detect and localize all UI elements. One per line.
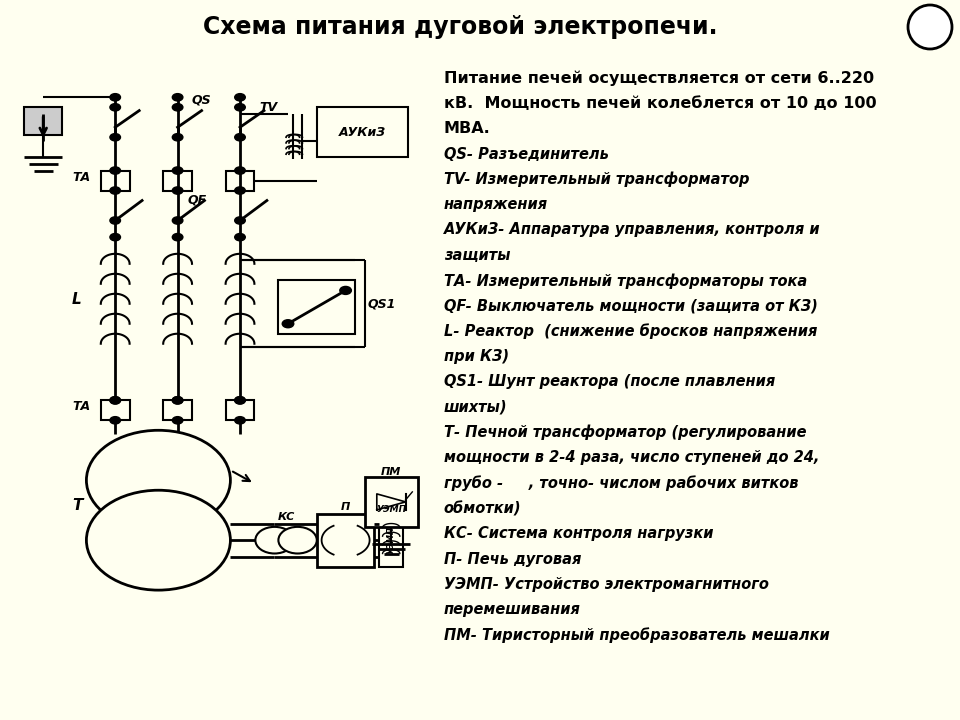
Circle shape bbox=[109, 104, 121, 111]
Text: Т: Т bbox=[72, 498, 83, 513]
Circle shape bbox=[234, 397, 246, 404]
Text: грубо -     , точно- числом рабочих витков: грубо - , точно- числом рабочих витков bbox=[444, 476, 799, 491]
Circle shape bbox=[234, 217, 246, 224]
Bar bbox=[317, 107, 408, 157]
Text: Питание печей осуществляется от сети 6..220: Питание печей осуществляется от сети 6..… bbox=[444, 71, 874, 86]
Circle shape bbox=[109, 217, 121, 224]
Circle shape bbox=[173, 167, 182, 174]
Text: L: L bbox=[72, 292, 82, 307]
Circle shape bbox=[340, 287, 351, 294]
Text: QF: QF bbox=[187, 194, 206, 207]
Text: мощности в 2-4 раза, число ступеней до 24,: мощности в 2-4 раза, число ступеней до 2… bbox=[444, 450, 819, 465]
Text: напряжения: напряжения bbox=[444, 197, 548, 212]
Circle shape bbox=[173, 134, 182, 141]
Circle shape bbox=[109, 94, 121, 101]
Text: обмотки): обмотки) bbox=[444, 501, 521, 516]
Text: ТА: ТА bbox=[72, 400, 90, 413]
Circle shape bbox=[86, 490, 230, 590]
Bar bbox=[365, 477, 418, 527]
Text: УЭМП: УЭМП bbox=[387, 526, 396, 554]
Text: QS1: QS1 bbox=[368, 297, 396, 310]
Text: ТА: ТА bbox=[72, 171, 90, 184]
Text: при КЗ): при КЗ) bbox=[444, 349, 509, 364]
Circle shape bbox=[255, 527, 294, 554]
Text: перемешивания: перемешивания bbox=[444, 602, 581, 617]
Bar bbox=[226, 171, 254, 191]
Circle shape bbox=[173, 233, 182, 240]
Text: ПМ- Тиристорный преобразователь мешалки: ПМ- Тиристорный преобразователь мешалки bbox=[444, 627, 829, 643]
Circle shape bbox=[234, 417, 246, 424]
Text: TV: TV bbox=[259, 101, 277, 114]
Circle shape bbox=[109, 233, 121, 240]
Bar bbox=[278, 280, 355, 333]
Circle shape bbox=[109, 187, 121, 194]
Text: L- Реактор  (снижение бросков напряжения: L- Реактор (снижение бросков напряжения bbox=[444, 324, 817, 339]
Circle shape bbox=[173, 397, 182, 404]
Text: Т- Печной трансформатор (регулирование: Т- Печной трансформатор (регулирование bbox=[444, 425, 806, 441]
Text: шихты): шихты) bbox=[444, 400, 508, 415]
Bar bbox=[101, 400, 130, 420]
Circle shape bbox=[234, 94, 246, 101]
Text: защиты: защиты bbox=[444, 248, 511, 263]
Circle shape bbox=[109, 397, 121, 404]
Bar bbox=[163, 171, 192, 191]
Circle shape bbox=[173, 217, 182, 224]
Circle shape bbox=[173, 187, 182, 194]
Text: УЭМП: УЭМП bbox=[376, 505, 406, 513]
Bar bbox=[101, 171, 130, 191]
Bar bbox=[379, 513, 403, 567]
Circle shape bbox=[234, 187, 246, 194]
Bar bbox=[24, 107, 62, 135]
Text: ПМ: ПМ bbox=[381, 467, 401, 477]
Circle shape bbox=[109, 134, 121, 141]
Circle shape bbox=[109, 417, 121, 424]
Text: УЭМП- Устройство электромагнитного: УЭМП- Устройство электромагнитного bbox=[444, 577, 769, 592]
Circle shape bbox=[908, 5, 952, 49]
Circle shape bbox=[109, 167, 121, 174]
Bar bbox=[317, 513, 374, 567]
Circle shape bbox=[109, 397, 121, 404]
Circle shape bbox=[282, 320, 294, 328]
Text: ТА- Измерительный трансформаторы тока: ТА- Измерительный трансформаторы тока bbox=[444, 273, 807, 289]
Circle shape bbox=[234, 104, 246, 111]
Text: TV- Измерительный трансформатор: TV- Измерительный трансформатор bbox=[444, 172, 750, 187]
Circle shape bbox=[173, 104, 182, 111]
Circle shape bbox=[234, 167, 246, 174]
Text: МВА.: МВА. bbox=[444, 121, 491, 136]
Circle shape bbox=[173, 397, 182, 404]
Circle shape bbox=[173, 417, 182, 424]
Circle shape bbox=[234, 233, 246, 240]
Bar bbox=[163, 400, 192, 420]
Text: КС- Система контроля нагрузки: КС- Система контроля нагрузки bbox=[444, 526, 713, 541]
Text: QS- Разъединитель: QS- Разъединитель bbox=[444, 147, 609, 161]
Text: КС: КС bbox=[277, 512, 295, 522]
Text: АУКиЗ- Аппаратура управления, контроля и: АУКиЗ- Аппаратура управления, контроля и bbox=[444, 222, 821, 238]
Text: кВ.  Мощность печей колеблется от 10 до 100: кВ. Мощность печей колеблется от 10 до 1… bbox=[444, 96, 876, 111]
Circle shape bbox=[173, 94, 182, 101]
Text: П: П bbox=[341, 503, 350, 512]
Circle shape bbox=[234, 397, 246, 404]
Circle shape bbox=[234, 134, 246, 141]
Text: П- Печь дуговая: П- Печь дуговая bbox=[444, 552, 581, 567]
Text: АУКиЗ: АУКиЗ bbox=[339, 126, 386, 139]
Circle shape bbox=[278, 527, 317, 554]
Text: QS1- Шунт реактора (после плавления: QS1- Шунт реактора (после плавления bbox=[444, 374, 775, 390]
Bar bbox=[226, 400, 254, 420]
Text: QS: QS bbox=[192, 94, 211, 107]
Text: Схема питания дуговой электропечи.: Схема питания дуговой электропечи. bbox=[203, 15, 717, 39]
Circle shape bbox=[86, 431, 230, 530]
Text: QF- Выключатель мощности (защита от КЗ): QF- Выключатель мощности (защита от КЗ) bbox=[444, 298, 818, 313]
